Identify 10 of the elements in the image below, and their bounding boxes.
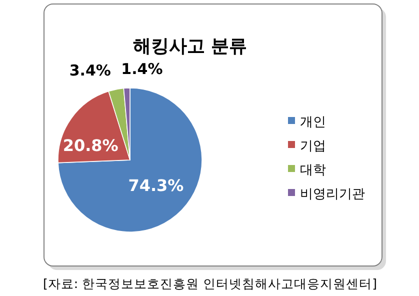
data-label: 74.3% xyxy=(128,176,184,195)
chart-title: 해킹사고 분류 xyxy=(132,36,248,57)
data-label: 20.8% xyxy=(62,136,118,156)
legend-label: 비영리기관 xyxy=(300,187,365,202)
data-label: 1.4% xyxy=(121,60,163,78)
data-label: 3.4% xyxy=(69,62,111,80)
legend-label: 개인 xyxy=(300,115,326,130)
legend-label: 대학 xyxy=(300,163,326,178)
legend-label: 기업 xyxy=(300,139,326,154)
text: [자료: 한국정보보호진흥원 인터넷침해사고대응지원센터] xyxy=(43,276,377,291)
